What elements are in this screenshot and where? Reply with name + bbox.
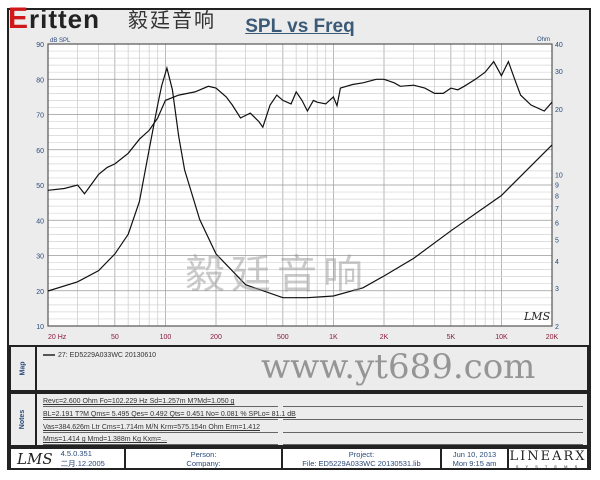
y2-axis-label: Ohm	[537, 37, 550, 43]
footer: LMS 4.5.0.351 二月.12.2005 Person: Company: …	[9, 447, 589, 470]
note-rule	[283, 406, 583, 407]
y-tick-label: 70	[36, 113, 44, 120]
x-tick-label: 2K	[380, 334, 389, 341]
y-tick-label: 20	[36, 289, 44, 296]
build-date: 二月.12.2005	[60, 458, 105, 468]
x-tick-label: 20 Hz	[48, 334, 67, 341]
y2-tick-label: 10	[555, 172, 563, 179]
y2-tick-label: 9	[555, 182, 559, 189]
linearx-sub: S Y S T E M S	[515, 463, 581, 469]
note-line: Revc=2.600 Ohm Fo=102.229 Hz Sd=1.257m M…	[43, 397, 278, 407]
y-axis-label: dB SPL	[50, 38, 71, 44]
logo-cn: 毅廷音响	[128, 10, 216, 32]
linearx-logo: LINEARX	[509, 448, 587, 464]
watermark-url: www.yt689.com	[261, 347, 536, 387]
y2-tick-label: 5	[555, 238, 559, 245]
y2-tick-label: 30	[555, 69, 563, 76]
y2-tick-label: 20	[555, 107, 563, 114]
project: Project:	[348, 449, 375, 459]
y-tick-label: 10	[36, 324, 44, 331]
notes-panel: Notes Revc=2.600 Ohm Fo=102.229 Hz Sd=1.…	[9, 392, 589, 447]
note-rule	[283, 444, 583, 445]
y-tick-label: 60	[36, 148, 44, 155]
x-tick-label: 1K	[329, 334, 338, 341]
date: Jun 10, 2013	[452, 449, 497, 459]
note-line: Mms=1.414 g Mmd=1.388m Kg Kxm=...	[43, 435, 278, 445]
note-rule	[283, 432, 583, 433]
y2-tick-label: 3	[555, 286, 559, 293]
note-line: Vas=384.626m Ltr Cms=1.714m M/N Krm=575.…	[43, 423, 278, 433]
lms-logo: LMS	[17, 449, 53, 468]
chart-title: SPL vs Freq	[245, 16, 355, 37]
version: 4.5.0.351	[60, 448, 92, 458]
y-tick-label: 90	[36, 42, 44, 49]
y-tick-label: 50	[36, 183, 44, 190]
map-entry-label: 27: ED5229A033WC 20130610	[58, 352, 157, 359]
y2-tick-label: 6	[555, 221, 559, 228]
map-side: Map	[11, 347, 37, 390]
map-panel: Map 27: ED5229A033WC 20130610 www.yt689.…	[9, 345, 589, 392]
file: File: ED5229A033WC 20130531.lib	[302, 458, 421, 468]
notes-label: Notes	[19, 409, 27, 430]
y-tick-label: 80	[36, 77, 44, 84]
person: Person:	[190, 449, 217, 459]
y2-tick-label: 2	[555, 324, 559, 331]
y2-tick-label: 40	[555, 42, 563, 49]
plot-border	[47, 43, 553, 327]
watermark-cn: 毅廷音响	[185, 252, 369, 298]
y-tick-label: 40	[36, 218, 44, 225]
company: Company:	[186, 458, 221, 468]
time: Mon 9:15 am	[452, 458, 497, 468]
x-tick-label: 50	[111, 334, 119, 341]
logo-text: ritten	[29, 4, 101, 34]
map-label: Map	[19, 361, 27, 376]
x-tick-label: 5K	[447, 334, 456, 341]
logo-initial: E	[8, 2, 30, 35]
map-entry[interactable]: 27: ED5229A033WC 20130610	[43, 352, 156, 359]
x-tick-label: 500	[277, 334, 289, 341]
lms-annotation: LMS	[523, 310, 551, 323]
y2-tick-label: 4	[555, 259, 559, 266]
y2-tick-label: 7	[555, 206, 559, 213]
spl-curve	[47, 60, 553, 195]
spl-chart: 20 Hz 50 100 200 500 1K 2K 5K 10K 20K 10 20 30 40 50 60…	[36, 37, 563, 341]
x-tick-label: 200	[210, 334, 222, 341]
logo: Eritten	[8, 2, 101, 35]
x-tick-label: 100	[160, 334, 172, 341]
y2-tick-label: 8	[555, 194, 559, 201]
impedance-curve	[47, 65, 553, 299]
legend-swatch	[43, 354, 55, 357]
notes-side: Notes	[11, 394, 37, 445]
note-rule	[283, 419, 583, 420]
note-line: BL=2.191 T?M Qms= 5.495 Qes= 0.492 Qts= …	[43, 411, 296, 420]
y-tick-label: 30	[36, 254, 44, 261]
x-tick-label: 10K	[495, 334, 508, 341]
x-tick-label: 20K	[546, 334, 559, 341]
